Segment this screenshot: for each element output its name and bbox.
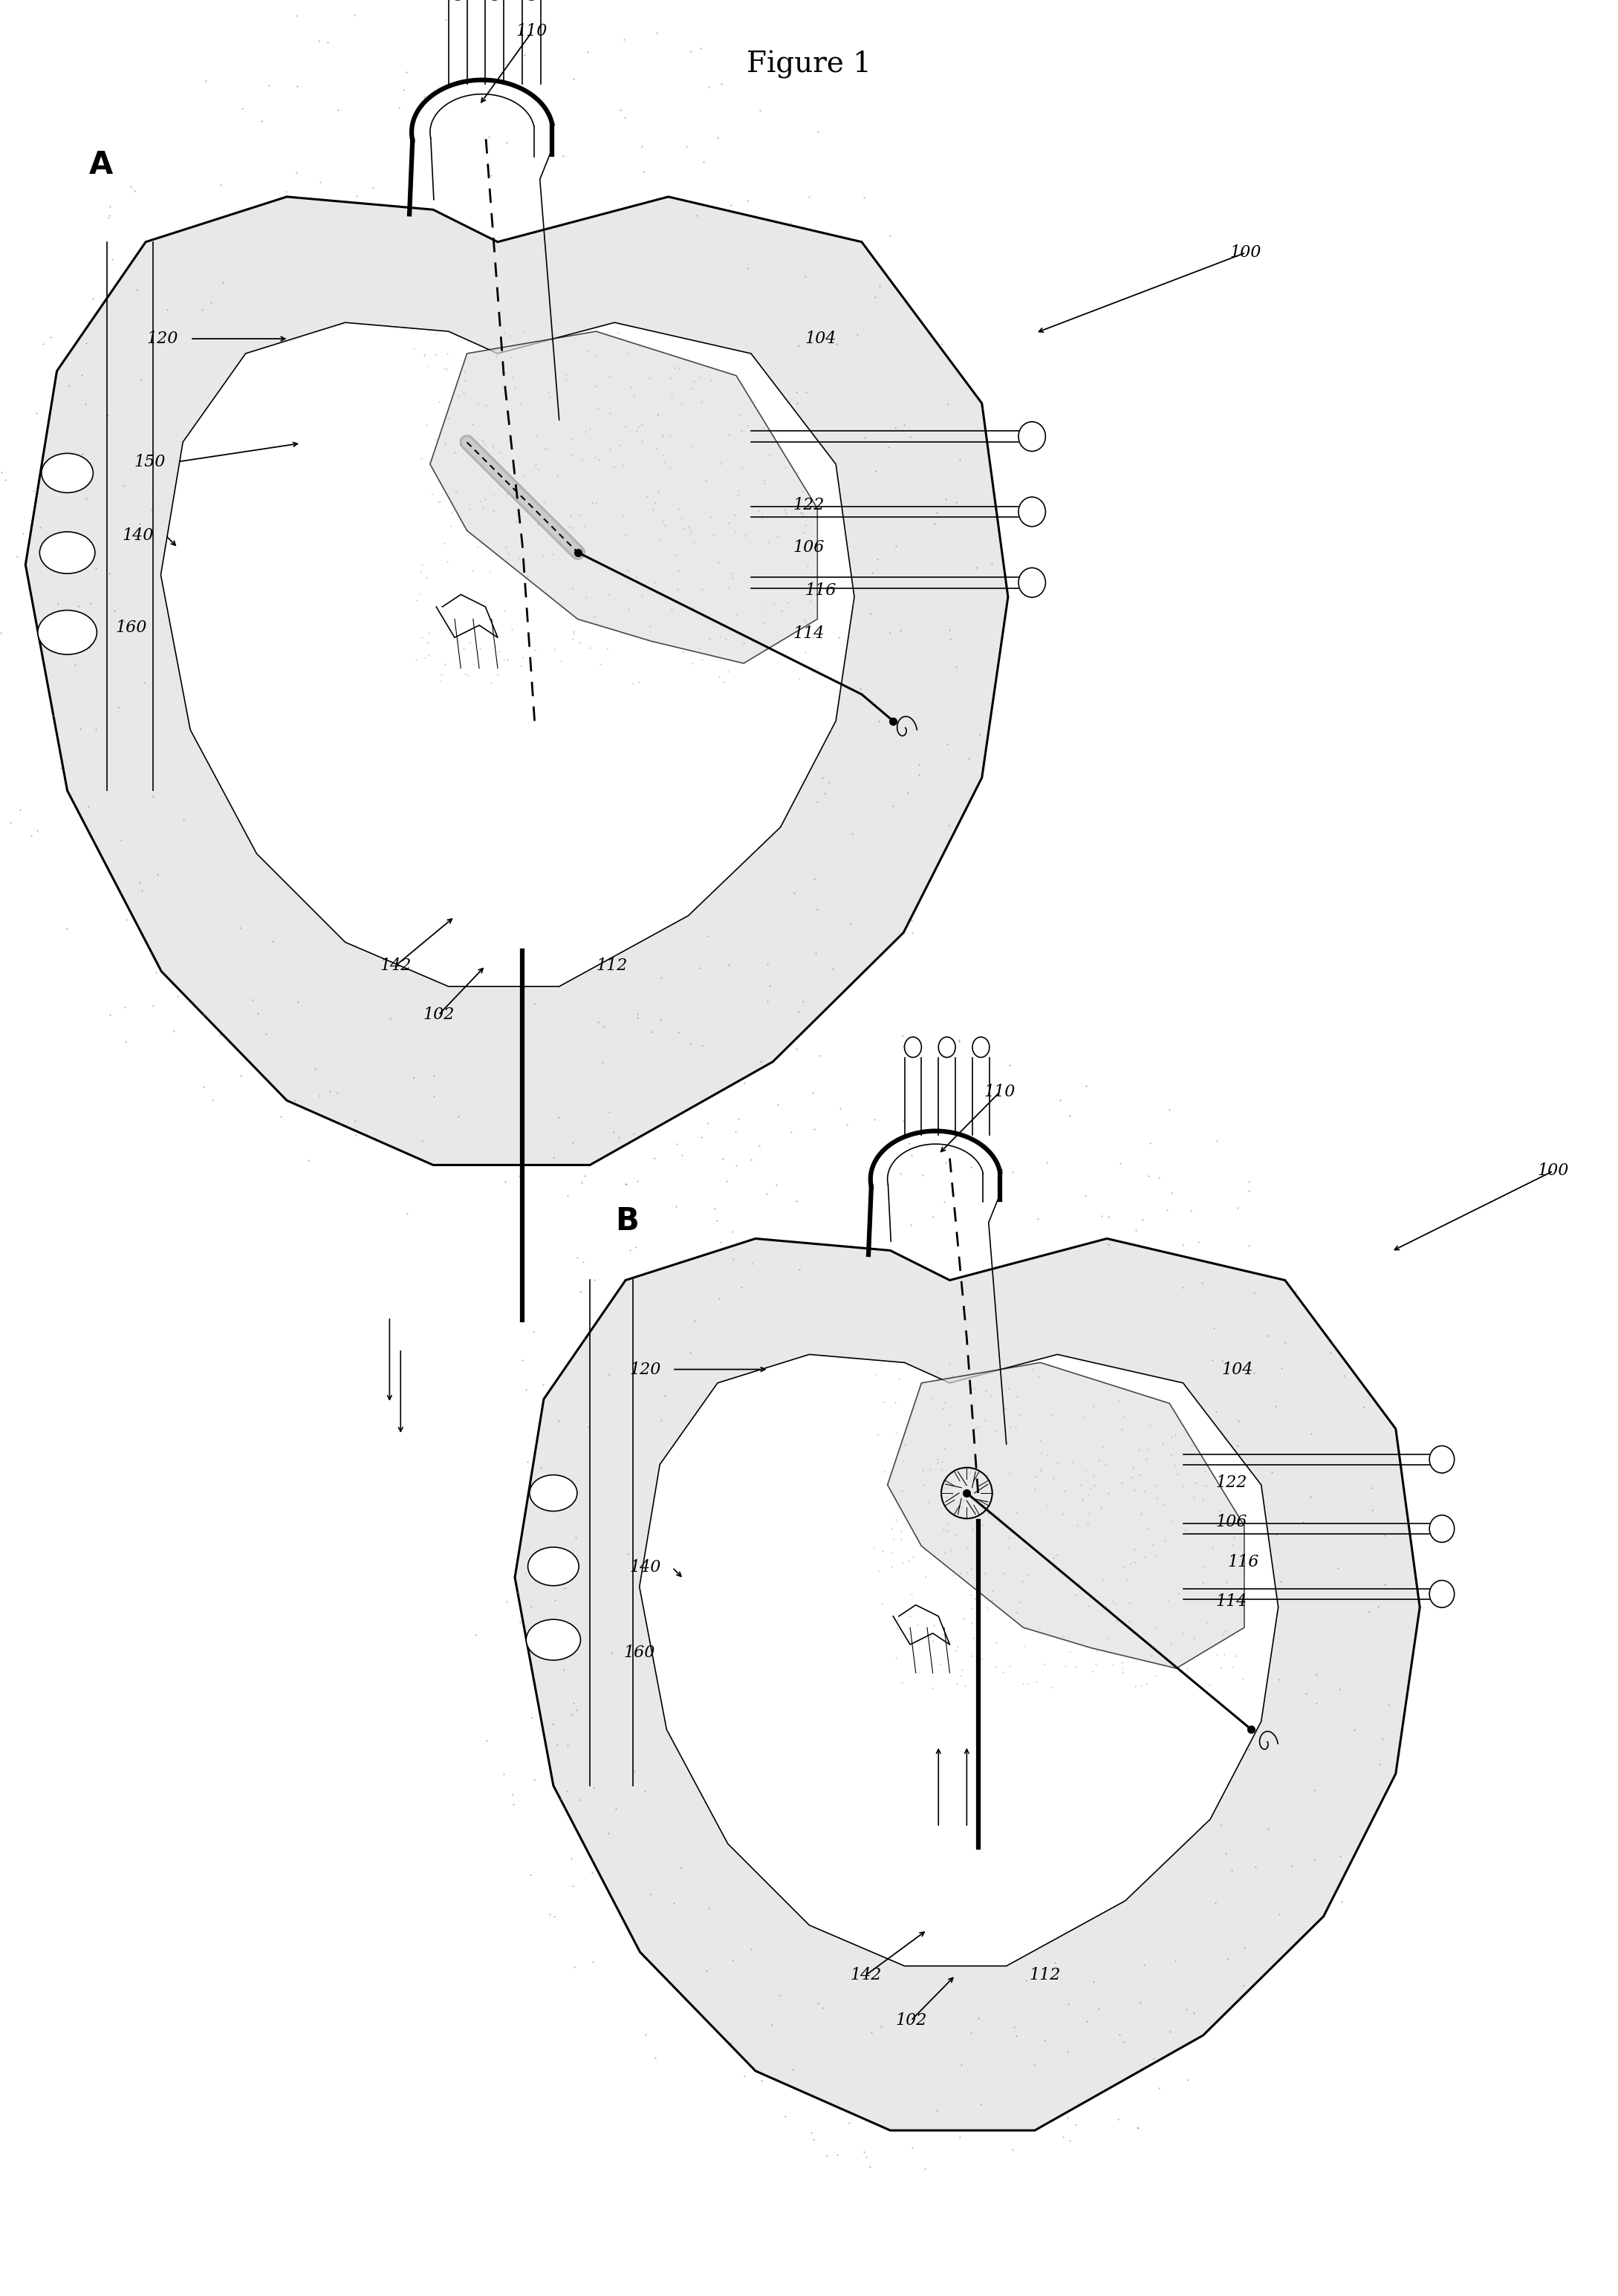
Ellipse shape xyxy=(37,611,97,654)
Polygon shape xyxy=(639,1355,1278,1965)
Ellipse shape xyxy=(1018,496,1045,526)
Ellipse shape xyxy=(527,1548,579,1587)
Ellipse shape xyxy=(1429,1515,1455,1543)
Text: 100: 100 xyxy=(1537,1162,1568,1180)
Text: 160: 160 xyxy=(116,620,147,636)
Ellipse shape xyxy=(526,1619,581,1660)
Text: 104: 104 xyxy=(1222,1362,1252,1378)
Ellipse shape xyxy=(1018,422,1045,452)
Text: 142: 142 xyxy=(851,1968,882,1984)
Text: Figure 1: Figure 1 xyxy=(746,51,872,78)
Text: 112: 112 xyxy=(1029,1968,1060,1984)
Text: 120: 120 xyxy=(629,1362,660,1378)
Ellipse shape xyxy=(1429,1446,1455,1474)
Text: 106: 106 xyxy=(793,540,824,556)
Ellipse shape xyxy=(42,452,94,494)
Text: 110: 110 xyxy=(516,23,547,39)
Ellipse shape xyxy=(39,533,95,574)
Text: 112: 112 xyxy=(595,957,628,974)
Text: 142: 142 xyxy=(380,957,411,974)
Polygon shape xyxy=(515,1238,1421,2131)
Text: 102: 102 xyxy=(424,1008,455,1024)
Text: 102: 102 xyxy=(896,2011,927,2030)
Text: 114: 114 xyxy=(1217,1593,1247,1609)
Ellipse shape xyxy=(972,1038,989,1058)
Text: B: B xyxy=(615,1205,639,1238)
Text: 104: 104 xyxy=(806,331,837,347)
Text: A: A xyxy=(89,149,113,181)
Polygon shape xyxy=(887,1362,1244,1669)
Text: 116: 116 xyxy=(806,583,837,599)
Text: 116: 116 xyxy=(1226,1554,1259,1570)
Text: 160: 160 xyxy=(625,1644,655,1660)
Text: 140: 140 xyxy=(629,1559,660,1575)
Polygon shape xyxy=(26,197,1008,1164)
Ellipse shape xyxy=(938,1038,955,1058)
Text: 106: 106 xyxy=(1217,1513,1247,1531)
Polygon shape xyxy=(160,321,854,987)
Ellipse shape xyxy=(1429,1580,1455,1607)
Text: 110: 110 xyxy=(984,1084,1014,1100)
Text: 122: 122 xyxy=(1217,1474,1247,1490)
Text: 122: 122 xyxy=(793,496,824,512)
Ellipse shape xyxy=(904,1038,922,1058)
Text: 150: 150 xyxy=(134,455,165,471)
Text: 120: 120 xyxy=(147,331,178,347)
Ellipse shape xyxy=(1018,567,1045,597)
Text: 140: 140 xyxy=(121,528,154,544)
Ellipse shape xyxy=(529,1474,578,1511)
Text: 114: 114 xyxy=(793,627,824,643)
Polygon shape xyxy=(430,331,817,664)
Text: 100: 100 xyxy=(1230,243,1260,262)
